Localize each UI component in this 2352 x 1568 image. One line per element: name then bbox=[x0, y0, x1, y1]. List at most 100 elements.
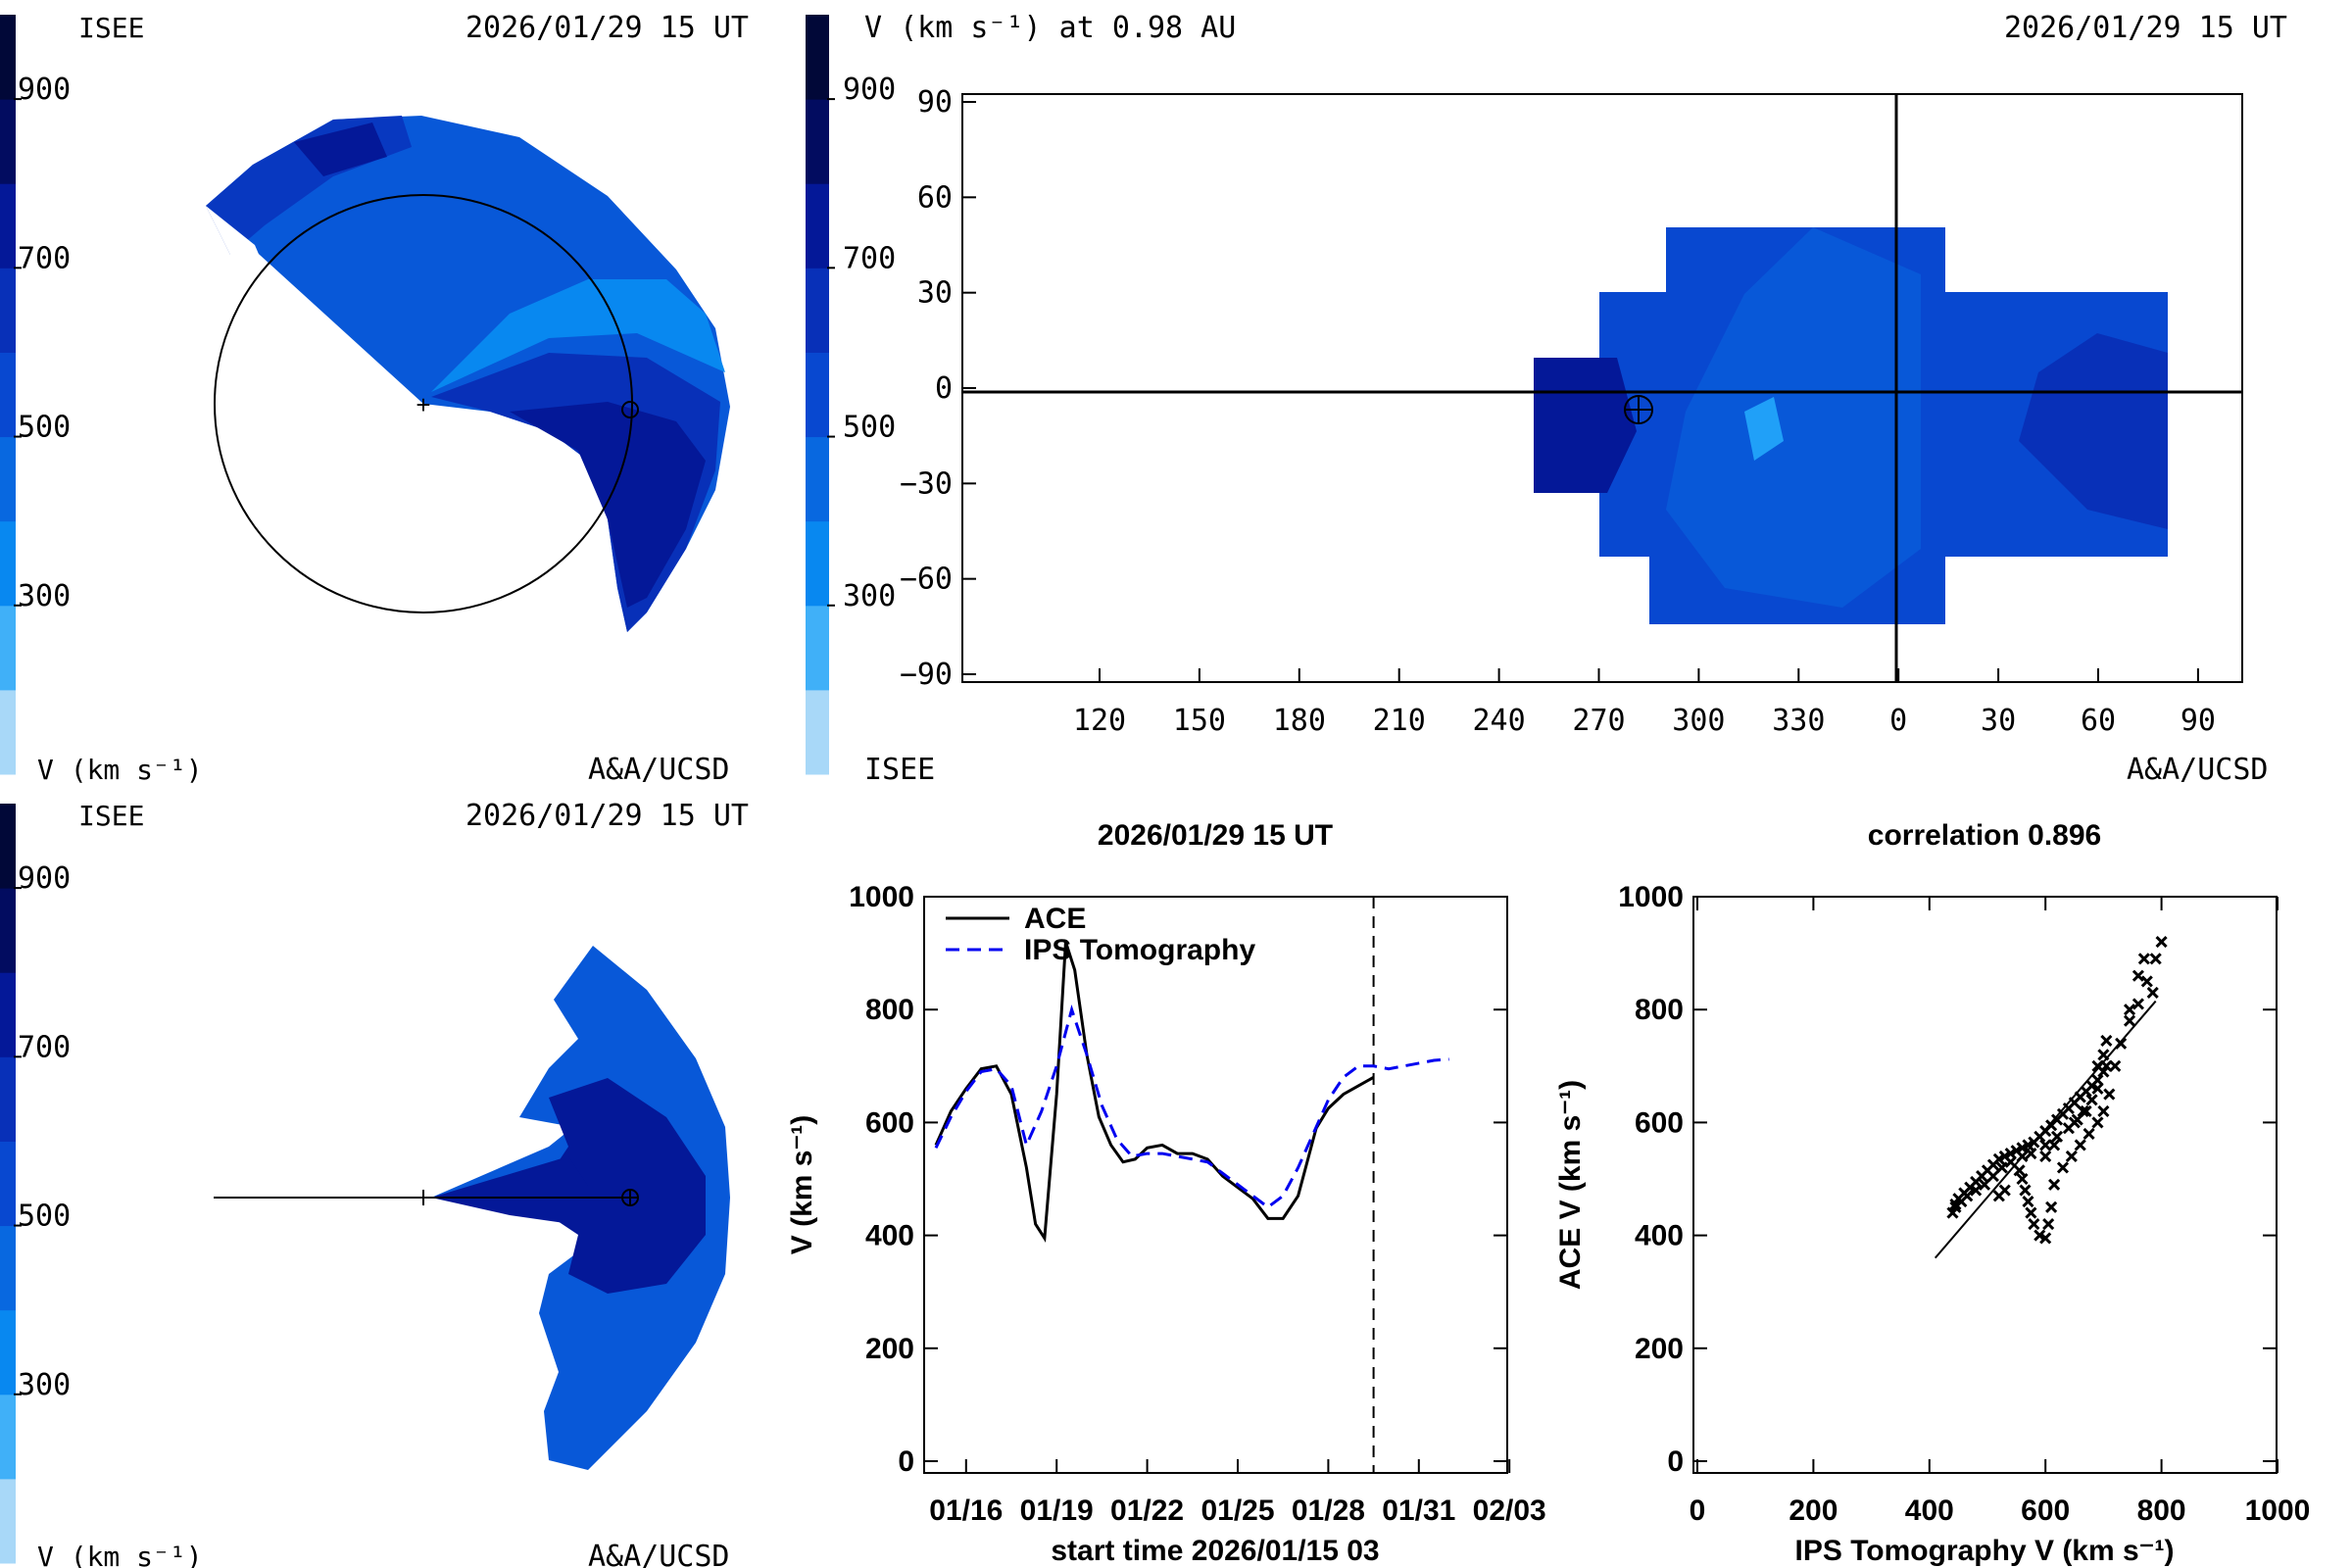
y-tick-label: 90 bbox=[917, 85, 953, 120]
x-tick-label: 800 bbox=[2137, 1494, 2186, 1527]
plot-frame bbox=[923, 896, 1508, 1474]
footer-label-top-left: V (km s⁻¹) bbox=[37, 754, 203, 786]
scatter-point bbox=[2149, 953, 2162, 965]
scatter-point bbox=[2065, 1150, 2078, 1163]
x-tick-label: 600 bbox=[2021, 1494, 2070, 1527]
y-tick-label: −30 bbox=[900, 466, 953, 501]
y-tick-label: 1000 bbox=[849, 881, 914, 913]
scatter-point bbox=[2042, 1218, 2055, 1231]
scatter-point bbox=[2019, 1184, 2032, 1197]
colorbar-tick-label: 300 bbox=[18, 579, 71, 613]
x-tick-label: 120 bbox=[1073, 704, 1126, 738]
scatter-point bbox=[1986, 1170, 1999, 1183]
y-tick-label: 1000 bbox=[1618, 881, 1684, 913]
speed-region-fast-south bbox=[510, 402, 706, 608]
sun-marker-icon: + bbox=[416, 390, 430, 419]
scatter-point bbox=[2022, 1139, 2034, 1152]
y-tick-label: 0 bbox=[935, 371, 953, 406]
scatter-point bbox=[2100, 1034, 2113, 1047]
synoptic-region-slow bbox=[1666, 227, 1921, 608]
scatter-point bbox=[2085, 1094, 2098, 1106]
colorbar-band bbox=[806, 436, 829, 522]
scatter-point bbox=[2016, 1150, 2029, 1163]
scatter-point bbox=[2091, 1082, 2104, 1095]
chart-title: correlation 0.896 bbox=[1868, 819, 2101, 852]
x-tick-label: 210 bbox=[1373, 704, 1426, 738]
title-right-bottom-left: 2026/01/29 15 UT bbox=[466, 799, 749, 833]
chart-title: 2026/01/29 15 UT bbox=[1098, 819, 1333, 852]
x-tick-label: 300 bbox=[1672, 704, 1725, 738]
x-tick-label: 180 bbox=[1273, 704, 1326, 738]
scatter-point bbox=[2109, 1059, 2122, 1072]
colorbar-band bbox=[0, 268, 16, 353]
blank-region bbox=[206, 206, 423, 412]
scatter-point bbox=[1949, 1200, 1962, 1213]
scatter-point bbox=[2132, 998, 2144, 1010]
scatter-ticks: 0 200 400 600 800 1000 0 200 400 600 800 1000 bbox=[1618, 881, 2310, 1527]
colorbar-top-right: 300 500 700 900 bbox=[806, 15, 896, 775]
panel-meridional-bottom-left: 300 500 700 900 ISEE 2026/01/29 15 UT V (km… bbox=[0, 799, 749, 1568]
solar-wind-map-top-left: + bbox=[206, 116, 730, 632]
scatter-point bbox=[2155, 936, 2168, 949]
earth-orbit-circle bbox=[214, 194, 633, 613]
earth-marker-icon bbox=[621, 401, 639, 418]
scatter-point bbox=[1970, 1184, 1983, 1197]
meridional-region-fast bbox=[549, 1078, 706, 1294]
scatter-point bbox=[1992, 1152, 2005, 1165]
x-tick-label: 01/28 bbox=[1292, 1494, 1365, 1527]
synoptic-x-ticks: 120 150 180 210 240 270 300 330 0 30 60 90 bbox=[1073, 668, 2216, 738]
x-tick-label: 01/31 bbox=[1382, 1494, 1455, 1527]
colorbar-tick-label: 500 bbox=[843, 411, 896, 445]
colorbar-top-left: 300 500 700 900 bbox=[0, 15, 71, 775]
y-tick-label: 400 bbox=[865, 1220, 914, 1252]
x-tick-label: 150 bbox=[1173, 704, 1226, 738]
title-right-top-left: 2026/01/29 15 UT bbox=[466, 11, 749, 45]
footer-label-top-right: ISEE bbox=[864, 753, 935, 787]
footer-label-bottom-left: V (km s⁻¹) bbox=[37, 1541, 203, 1568]
y-tick-label: 0 bbox=[898, 1446, 914, 1478]
footer-credit-top-right: A&A/UCSD bbox=[2127, 753, 2269, 787]
scatter-point bbox=[2097, 1049, 2110, 1061]
scatter-point bbox=[2048, 1178, 2061, 1191]
y-tick-label: 200 bbox=[1635, 1333, 1684, 1365]
time-series-ticks: 0 200 400 600 800 1000 01/16 01/19 01/22 01/25 01/… bbox=[849, 881, 1545, 1527]
x-tick-label: 01/22 bbox=[1110, 1494, 1184, 1527]
synoptic-region-fast-east bbox=[2019, 333, 2168, 529]
scatter-point bbox=[2137, 953, 2150, 965]
y-tick-label: 800 bbox=[1635, 994, 1684, 1026]
y-axis-label: V (km s⁻¹) bbox=[786, 1115, 818, 1255]
speed-region-fast-north bbox=[294, 122, 387, 176]
scatter-point bbox=[2082, 1127, 2095, 1140]
colorbar-tick-label: 700 bbox=[18, 241, 71, 275]
x-tick-label: 400 bbox=[1905, 1494, 1954, 1527]
colorbar-band bbox=[806, 520, 829, 607]
synoptic-y-ticks: 90 60 30 0 −30 −60 −90 bbox=[900, 85, 976, 692]
panel-ecliptic-top-left: 300 500 700 900 ISEE 2026/01/29 15 UT V (km… bbox=[0, 11, 749, 787]
scatter-point bbox=[2146, 986, 2159, 999]
scatter-point bbox=[2050, 1130, 2064, 1143]
colorbar-band bbox=[0, 605, 16, 691]
colorbar-tick-label: 900 bbox=[18, 861, 71, 896]
colorbar-band bbox=[806, 268, 829, 353]
colorbar-tick-label: 500 bbox=[18, 1200, 71, 1234]
scatter-point bbox=[2013, 1164, 2026, 1177]
scatter-point bbox=[2028, 1218, 2040, 1231]
y-tick-label: 600 bbox=[1635, 1106, 1684, 1139]
colorbar-band bbox=[0, 1478, 16, 1564]
scatter-point bbox=[1998, 1184, 2011, 1197]
colorbar-band bbox=[0, 689, 16, 775]
x-tick-label: 240 bbox=[1473, 704, 1526, 738]
colorbar-band bbox=[0, 1056, 16, 1142]
scatter-point bbox=[2039, 1150, 2052, 1163]
x-tick-label: 90 bbox=[2180, 704, 2216, 738]
y-tick-label: 600 bbox=[865, 1106, 914, 1139]
colorbar-band bbox=[0, 804, 16, 889]
colorbar-band bbox=[0, 972, 16, 1057]
scatter-point bbox=[2004, 1155, 2017, 1168]
scatter-point bbox=[2077, 1104, 2089, 1117]
series-line-ips-tomography bbox=[934, 1004, 1449, 1209]
x-tick-label: 330 bbox=[1772, 704, 1825, 738]
scatter-point bbox=[2045, 1200, 2058, 1213]
x-tick-label: 0 bbox=[1889, 704, 1907, 738]
